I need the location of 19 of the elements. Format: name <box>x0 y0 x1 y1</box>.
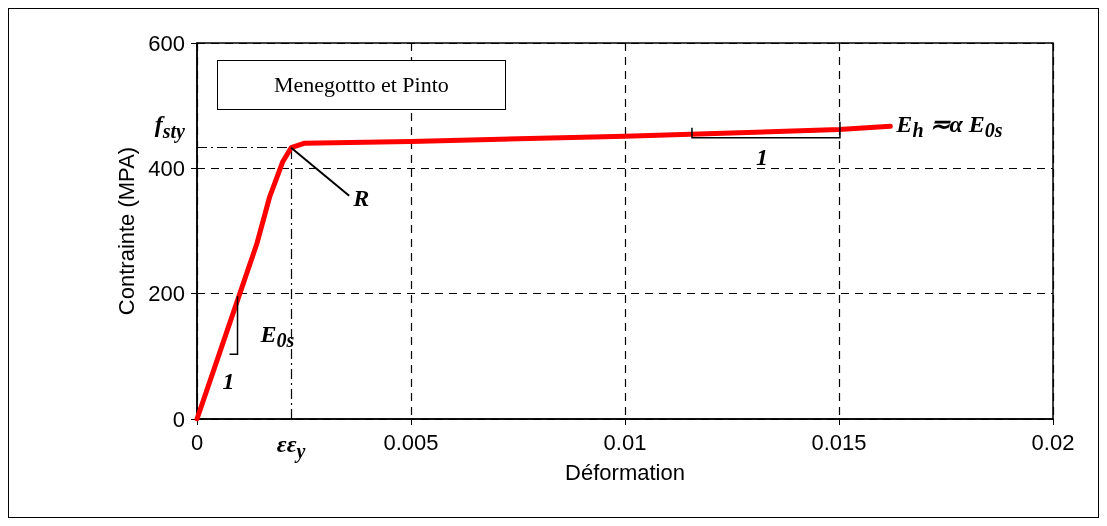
annotation: R <box>353 184 370 211</box>
x-tick-label: 0.01 <box>603 429 647 455</box>
y-tick-label: 0 <box>172 406 185 432</box>
y-axis-title: Contrainte (MPA) <box>113 146 139 316</box>
y-tick-label: 400 <box>148 155 185 181</box>
x-axis-title: Déformation <box>565 459 685 485</box>
x-tick-label: 0.02 <box>1031 429 1075 455</box>
annotation: E$_{0s}$ <box>260 320 295 352</box>
annotation: 1 <box>222 368 235 395</box>
annotation: 1 <box>755 143 768 171</box>
x-tick-label: 0 <box>190 429 204 455</box>
annotation: E$_{h}$ ≂α E$_{0s}$ <box>896 110 1003 142</box>
ref-line-label: f$_{sty}$ <box>154 110 185 142</box>
y-tick-label: 600 <box>148 30 185 56</box>
text-box: Menegottto et Pinto <box>217 60 506 111</box>
x-tick-label: 0.015 <box>811 429 867 455</box>
x-tick-label: 0.005 <box>383 429 439 455</box>
y-tick-label: 200 <box>148 281 185 307</box>
ref-line-label: εε$_{y}$ <box>276 431 306 462</box>
